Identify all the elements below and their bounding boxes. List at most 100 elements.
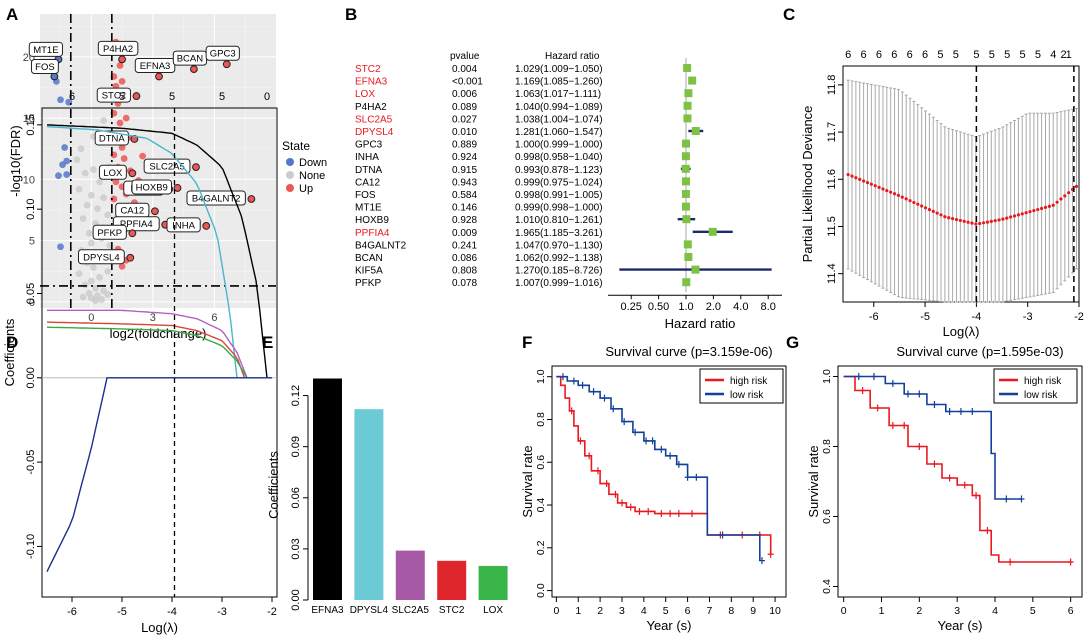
gene-name: MT1E — [355, 203, 382, 214]
y-tick-label: 11.5 — [826, 216, 838, 237]
legend-entry: low risk — [730, 390, 764, 401]
legend-entry: Down — [299, 157, 327, 169]
x-tick-label: 1.0 — [678, 301, 693, 313]
hr-marker — [682, 278, 691, 287]
legend-box — [699, 368, 784, 404]
gene-label: P4HA2 — [103, 44, 133, 55]
x-tick-label: 4 — [992, 605, 998, 617]
censor-mark — [590, 388, 597, 396]
panel-letter-a: A — [6, 5, 18, 24]
p-value: 0.086 — [452, 253, 477, 264]
y-tick-label: 0.4 — [535, 498, 547, 513]
censor-mark — [627, 503, 634, 511]
gene-name: DTNA — [355, 165, 383, 176]
hr-marker — [681, 177, 690, 186]
data-point — [92, 297, 99, 305]
x-tick-label: 0 — [88, 312, 94, 324]
panel-e-bar: 0.00 0.03 0.06 0.09 0.12 Coefficients EFNA3 DPY… — [266, 378, 508, 616]
mean-point — [931, 209, 935, 213]
x-tick-label: -3 — [217, 606, 227, 618]
hr-marker — [688, 76, 697, 85]
top-tick-label: 5 — [989, 49, 995, 61]
labeled-point — [128, 169, 137, 178]
hazard-ratio-text: 1.270(0.185−8.726) — [515, 266, 603, 277]
mean-point — [912, 200, 916, 205]
censor-mark — [719, 531, 726, 539]
x-tick-label: 5 — [663, 605, 669, 617]
mean-point — [966, 220, 970, 224]
labeled-point — [128, 229, 137, 238]
mean-point — [970, 221, 974, 225]
bar-STC2 — [437, 560, 467, 600]
mean-point — [1074, 184, 1079, 188]
hr-marker — [681, 202, 690, 211]
data-point — [89, 166, 97, 173]
data-point — [83, 201, 91, 209]
y-axis-label: Survival rate — [520, 445, 535, 517]
data-point — [61, 144, 69, 151]
labeled-point — [202, 222, 211, 230]
top-tick-label: 6 — [845, 49, 851, 61]
censor-mark — [931, 401, 938, 408]
labeled-point — [151, 207, 159, 216]
x-tick-label: 9 — [750, 605, 756, 617]
y-axis-label: Partial Likelihood Deviance — [800, 106, 815, 263]
censor-mark — [889, 422, 896, 429]
hazard-ratio-text: 0.993(0.878−1.123) — [515, 165, 603, 176]
p-value: 0.889 — [452, 140, 477, 151]
x-tick-label: -3 — [1023, 311, 1033, 323]
bar-EFNA3 — [313, 378, 342, 600]
data-point — [63, 171, 71, 178]
mean-point — [858, 177, 862, 181]
data-point — [73, 156, 81, 164]
hr-marker — [684, 89, 693, 98]
labeled-point — [132, 92, 141, 100]
mean-point — [881, 187, 885, 191]
gene-label-box — [143, 158, 191, 174]
mean-point — [978, 221, 982, 226]
x-tick-label: -5 — [920, 311, 930, 323]
gene-label: HOXB9 — [136, 182, 168, 193]
x-tick-label: 1 — [575, 605, 581, 617]
x-axis-label: Year (s) — [646, 618, 691, 633]
top-tick-label: 2 — [1061, 49, 1067, 61]
censor-mark — [643, 437, 650, 445]
gene-label: SLC2A5 — [149, 162, 184, 173]
hazard-ratio-text: 1.000(0.999−1.000) — [515, 140, 603, 151]
bar-category-label: SLC2A5 — [392, 605, 430, 616]
gene-name: INHA — [355, 152, 379, 163]
survival-curve-high-risk — [556, 375, 772, 555]
censor-mark — [586, 452, 593, 460]
y-tick-label: -0.10 — [25, 534, 37, 559]
hazard-ratio-text: 1.169(1.085−1.260) — [515, 77, 603, 88]
panel-g-survival: Survival curve (p=1.595e-03) 0 1 2 3 4 5 6 0.4 0.… — [806, 344, 1083, 633]
top-tick-label: 6 — [922, 49, 928, 61]
censor-mark — [758, 557, 765, 565]
bar-DPYSL4 — [354, 409, 384, 600]
censor-mark — [1067, 558, 1074, 566]
y-tick-label: 0 — [29, 297, 35, 309]
x-tick-label: -4 — [167, 606, 177, 618]
x-tick-label: -5 — [117, 606, 127, 618]
x-axis-label: Log(λ) — [141, 620, 178, 635]
data-point — [75, 270, 83, 278]
top-tick-label: 6 — [891, 49, 897, 61]
p-value: 0.004 — [452, 64, 477, 75]
y-tick-label: 0.05 — [25, 283, 37, 304]
plot-frame — [837, 365, 1083, 598]
censor-mark — [904, 390, 911, 398]
censor-mark — [568, 407, 575, 415]
gene-name: STC2 — [355, 64, 381, 75]
panel-letter-c: C — [783, 5, 795, 24]
labeled-point — [126, 253, 135, 262]
x-tick-label: 2.0 — [706, 301, 721, 313]
data-point — [96, 273, 103, 281]
y-tick-label: 1.0 — [535, 369, 547, 384]
legend-marker — [286, 171, 294, 179]
mean-point — [1055, 200, 1059, 204]
panel-f-survival: Survival curve (p=3.159e-06) 0 1 2 3 4 5 6 7 8 9 10… — [520, 344, 787, 633]
coef-path-cyan — [46, 125, 238, 378]
hazard-ratio-text: 0.999(0.998−1.000) — [515, 203, 603, 214]
censor-mark — [601, 394, 608, 402]
hr-marker — [681, 190, 690, 198]
